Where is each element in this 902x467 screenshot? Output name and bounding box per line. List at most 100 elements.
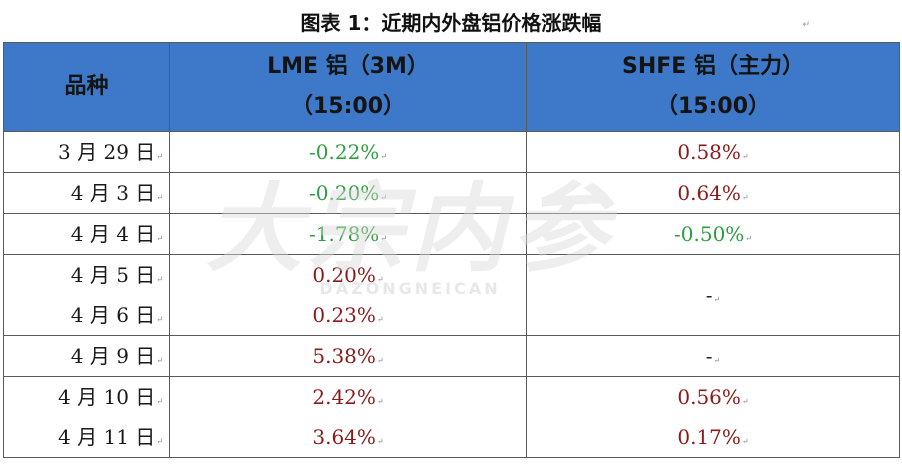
date-cell-text: 4 月 5 日	[70, 263, 156, 287]
shfe-cell: 0.58%↵	[526, 131, 900, 173]
shfe-cell-text: -0.50%	[674, 222, 745, 246]
paragraph-mark-icon: ↵	[713, 295, 721, 304]
shfe-cell-value: 0.64%↵	[527, 173, 899, 213]
paragraph-mark-icon: ↵	[741, 193, 749, 202]
paragraph-mark-icon: ↵	[802, 20, 810, 30]
lme-cell: 5.38%↵	[169, 335, 527, 377]
date-cell-value: 4 月 6 日↵	[4, 295, 163, 335]
lme-cell-text: -1.78%	[309, 222, 380, 246]
price-change-table: 品种 LME 铝（3M） （15:00） SHFE 铝（主力） （15:00） …	[3, 42, 900, 458]
paragraph-mark-icon: ↵	[156, 397, 163, 406]
shfe-cell-text: -	[705, 283, 713, 307]
paragraph-mark-icon: ↵	[156, 437, 163, 446]
lme-cell-text: -0.20%	[309, 181, 380, 205]
table-row: 3 月 29 日↵ -0.22%↵ 0.58%↵	[3, 131, 900, 173]
date-cell-value: 3 月 29 日↵	[4, 132, 163, 172]
shfe-cell-text: 0.58%	[677, 140, 741, 164]
lme-cell-value: 2.42%↵	[170, 377, 526, 417]
date-cell-value: 4 月 3 日↵	[4, 173, 163, 213]
table-row: 4 月 4 日↵ -1.78%↵ -0.50%↵	[3, 213, 900, 255]
lme-cell-value: -1.78%↵	[170, 214, 526, 254]
header-variety-label: 品种	[64, 74, 109, 99]
paragraph-mark-icon: ↵	[376, 437, 384, 446]
lme-cell-value: -0.22%↵	[170, 132, 526, 172]
header-row: 品种 LME 铝（3M） （15:00） SHFE 铝（主力） （15:00）	[3, 42, 900, 132]
date-cell-text: 4 月 3 日	[70, 181, 156, 205]
paragraph-mark-icon: ↵	[376, 275, 384, 284]
shfe-cell: -↵	[526, 335, 900, 377]
table-row: 4 月 9 日↵ 5.38%↵ -↵	[3, 335, 900, 377]
header-shfe-line1: SHFE 铝（主力）	[622, 54, 804, 79]
shfe-cell-value: -↵	[527, 336, 899, 376]
lme-cell-value: -0.20%↵	[170, 173, 526, 213]
date-cell-text: 4 月 9 日	[70, 344, 156, 368]
lme-cell: -0.20%↵	[169, 172, 527, 214]
paragraph-mark-icon: ↵	[376, 397, 384, 406]
shfe-cell-value: -↵	[527, 275, 899, 315]
table-title: 图表 1：近期内外盘铝价格涨跌幅	[0, 6, 902, 40]
paragraph-mark-icon: ↵	[376, 315, 384, 324]
table-row: 4 月 3 日↵ -0.20%↵ 0.64%↵	[3, 172, 900, 214]
header-variety: 品种	[3, 42, 170, 132]
lme-cell-text: 2.42%	[312, 385, 376, 409]
table-row: 4 月 5 日↵ 4 月 6 日↵ 0.20%↵ 0.23%↵ -↵	[3, 254, 900, 336]
paragraph-mark-icon: ↵	[741, 397, 749, 406]
table-title-text: 图表 1：近期内外盘铝价格涨跌幅	[300, 11, 602, 35]
date-cell-text: 4 月 4 日	[70, 222, 156, 246]
paragraph-mark-icon: ↵	[741, 152, 749, 161]
paragraph-mark-icon: ↵	[376, 356, 384, 365]
shfe-cell: 0.56%↵ 0.17%↵	[526, 376, 900, 458]
shfe-cell: -0.50%↵	[526, 213, 900, 255]
paragraph-mark-icon: ↵	[380, 193, 387, 202]
header-shfe-line2: （15:00）	[655, 94, 771, 119]
date-cell-value: 4 月 10 日↵	[4, 377, 163, 417]
paragraph-mark-icon: ↵	[156, 193, 163, 202]
shfe-cell-text: 0.56%	[677, 385, 741, 409]
shfe-cell: 0.64%↵	[526, 172, 900, 214]
lme-cell: 2.42%↵ 3.64%↵	[169, 376, 527, 458]
paragraph-mark-icon: ↵	[713, 356, 721, 365]
lme-cell-value: 0.20%↵	[170, 255, 526, 295]
lme-cell: 0.20%↵ 0.23%↵	[169, 254, 527, 336]
shfe-cell-value: 0.56%↵	[527, 377, 899, 417]
paragraph-mark-icon: ↵	[156, 315, 163, 324]
date-cell-value: 4 月 11 日↵	[4, 417, 163, 457]
paragraph-mark-icon: ↵	[156, 152, 163, 161]
lme-cell-text: 3.64%	[312, 425, 376, 449]
lme-cell: -0.22%↵	[169, 131, 527, 173]
date-cell-value: 4 月 9 日↵	[4, 336, 163, 376]
lme-cell-text: -0.22%	[309, 140, 380, 164]
table-body: 3 月 29 日↵ -0.22%↵ 0.58%↵ 4 月 3 日↵ -0.20%↵ 0.6…	[3, 131, 900, 458]
paragraph-mark-icon: ↵	[741, 437, 749, 446]
shfe-cell-text: 0.64%	[677, 181, 741, 205]
paragraph-mark-icon: ↵	[380, 152, 387, 161]
date-cell: 4 月 3 日↵	[3, 172, 170, 214]
paragraph-mark-icon: ↵	[745, 234, 752, 243]
date-cell-text: 4 月 11 日	[58, 425, 156, 449]
paragraph-mark-icon: ↵	[380, 234, 387, 243]
date-cell: 4 月 10 日↵ 4 月 11 日↵	[3, 376, 170, 458]
paragraph-mark-icon: ↵	[156, 356, 163, 365]
date-cell-value: 4 月 5 日↵	[4, 255, 163, 295]
shfe-cell-text: -	[705, 344, 713, 368]
header-lme-line2: （15:00）	[290, 94, 406, 119]
lme-cell: -1.78%↵	[169, 213, 527, 255]
table-header: 品种 LME 铝（3M） （15:00） SHFE 铝（主力） （15:00）	[3, 42, 900, 132]
date-cell-value: 4 月 4 日↵	[4, 214, 163, 254]
date-cell-text: 4 月 10 日	[58, 385, 156, 409]
date-cell: 4 月 9 日↵	[3, 335, 170, 377]
lme-cell-value: 5.38%↵	[170, 336, 526, 376]
table-row: 4 月 10 日↵ 4 月 11 日↵ 2.42%↵ 3.64%↵ 0.56%↵ 0.17…	[3, 376, 900, 458]
date-cell: 4 月 5 日↵ 4 月 6 日↵	[3, 254, 170, 336]
header-lme-line1: LME 铝（3M）	[267, 54, 429, 79]
paragraph-mark-icon: ↵	[156, 234, 163, 243]
shfe-cell: -↵	[526, 254, 900, 336]
lme-cell-value: 3.64%↵	[170, 417, 526, 457]
shfe-cell-value: 0.17%↵	[527, 417, 899, 457]
shfe-cell-value: 0.58%↵	[527, 132, 899, 172]
lme-cell-text: 5.38%	[312, 344, 376, 368]
shfe-cell-text: 0.17%	[677, 425, 741, 449]
lme-cell-text: 0.23%	[312, 303, 376, 327]
header-shfe: SHFE 铝（主力） （15:00）	[526, 42, 900, 132]
lme-cell-text: 0.20%	[312, 263, 376, 287]
